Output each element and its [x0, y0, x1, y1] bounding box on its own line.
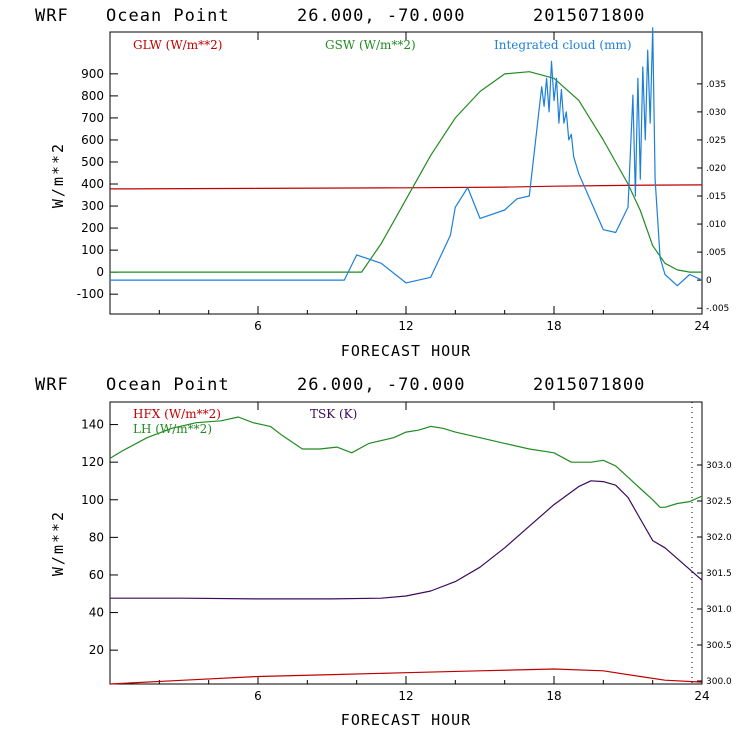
bottom-plot-frame [109, 401, 703, 685]
top-legend-gsw: GSW (W/m**2) [325, 38, 416, 52]
bottom-title-date: 2015071800 [533, 375, 645, 395]
top-y-tick-label: 200 [81, 221, 104, 235]
top-legend-cloud: Integrated cloud (mm) [494, 38, 632, 52]
top-right-tick-label: 0 [706, 276, 712, 286]
top-y-tick-label: 0 [96, 265, 104, 279]
bottom-right-tick-label: 301.0 [706, 605, 732, 615]
top-x-tick-label: 12 [398, 319, 413, 333]
bottom-right-tick-label: 301.5 [706, 569, 732, 579]
bottom-legend-lh: LH (W/m**2) [133, 422, 212, 436]
bottom-y-tick-label: 140 [81, 418, 104, 432]
bottom-y-tick-label: 20 [89, 643, 104, 657]
bottom-y-tick-label: 120 [81, 455, 104, 469]
bottom-x-axis-label: FORECAST HOUR [341, 711, 471, 729]
top-series-line-0 [109, 184, 703, 190]
bottom-right-tick-label: 300.5 [706, 641, 732, 651]
bottom-series-line-2 [110, 480, 703, 600]
top-y-tick-label: 500 [81, 155, 104, 169]
top-right-tick-label: .025 [706, 136, 726, 146]
top-title-model: WRF [35, 6, 69, 26]
top-series-line-1 [110, 71, 702, 273]
top-y-tick-label: 800 [81, 89, 104, 103]
top-right-tick-label: -.005 [706, 304, 729, 314]
top-right-tick-label: .030 [706, 108, 726, 118]
top-axis-ticks: 6 12 18 24 -100 0 100 200 300 400 500 600 700 800 900 -… [77, 32, 729, 333]
top-right-tick-label: .015 [706, 192, 726, 202]
top-y-tick-label: -100 [77, 287, 104, 301]
top-x-tick-label: 24 [694, 319, 709, 333]
bottom-legend-hfx: HFX (W/m**2) [133, 407, 221, 421]
bottom-series-lines [109, 416, 703, 685]
top-title-coords: 26.000, -70.000 [297, 6, 466, 26]
top-y-tick-label: 600 [81, 133, 104, 147]
top-title-date: 2015071800 [533, 6, 645, 26]
bottom-x-tick-label: 24 [694, 689, 709, 703]
bottom-x-tick-label: 12 [398, 689, 413, 703]
bottom-panel: WRF Ocean Point 26.000, -70.000 20150718… [35, 375, 732, 729]
top-y-tick-label: 700 [81, 111, 104, 125]
top-panel: WRF Ocean Point 26.000, -70.000 20150718… [35, 6, 729, 360]
top-right-tick-label: .005 [706, 248, 726, 258]
top-y-axis-label: W/m**2 [49, 142, 67, 208]
bottom-title-location: Ocean Point [106, 375, 230, 395]
top-y-tick-label: 300 [81, 199, 104, 213]
bottom-y-tick-label: 40 [89, 606, 104, 620]
top-legend-glw: GLW (W/m**2) [133, 38, 222, 52]
top-x-tick-label: 6 [254, 319, 262, 333]
bottom-right-tick-label: 300.0 [706, 677, 732, 687]
bottom-y-tick-label: 100 [81, 493, 104, 507]
bottom-legend-tsk: TSK (K) [310, 407, 357, 421]
top-series-line-2 [110, 27, 703, 287]
top-title-location: Ocean Point [106, 6, 230, 26]
top-x-axis-label: FORECAST HOUR [341, 342, 471, 360]
bottom-series-line-0 [109, 668, 703, 685]
bottom-y-axis-label: W/m**2 [49, 510, 67, 576]
bottom-axis-ticks: 6 12 18 24 20 40 60 80 100 120 140 300.0 300.5 301.0 3… [81, 402, 732, 703]
bottom-series-line-1 [109, 416, 703, 508]
top-y-tick-label: 900 [81, 67, 104, 81]
top-right-tick-label: .035 [706, 80, 726, 90]
top-y-tick-label: 100 [81, 243, 104, 257]
bottom-right-tick-label: 303.0 [706, 461, 732, 471]
bottom-x-tick-label: 18 [546, 689, 561, 703]
bottom-y-tick-label: 80 [89, 530, 104, 544]
bottom-title-model: WRF [35, 375, 69, 395]
top-x-tick-label: 18 [546, 319, 561, 333]
top-right-tick-label: .010 [706, 220, 726, 230]
top-series-lines [109, 27, 703, 287]
top-y-tick-label: 400 [81, 177, 104, 191]
top-right-tick-label: .020 [706, 164, 726, 174]
bottom-right-tick-label: 302.0 [706, 533, 732, 543]
bottom-y-tick-label: 60 [89, 568, 104, 582]
bottom-x-tick-label: 6 [254, 689, 262, 703]
bottom-title-coords: 26.000, -70.000 [297, 375, 466, 395]
bottom-right-tick-label: 302.5 [706, 497, 732, 507]
